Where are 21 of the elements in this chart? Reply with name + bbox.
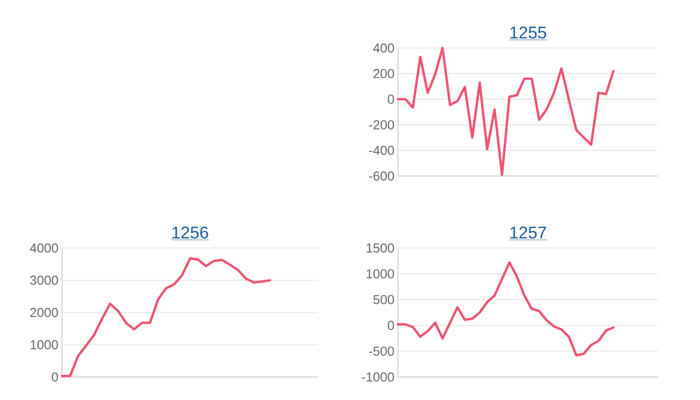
chart-title: 1257 <box>510 226 546 239</box>
y-tick-label: -1000 <box>362 372 394 382</box>
y-tick-label: 4000 <box>30 243 58 253</box>
y-tick-label: -400 <box>369 146 394 155</box>
y-tick-label: -500 <box>369 346 394 356</box>
y-tick-label: 0 <box>388 94 394 104</box>
y-tick-label: 1000 <box>30 340 58 350</box>
y-tick-label: 1500 <box>366 243 394 253</box>
y-tick-label: 0 <box>52 372 58 382</box>
y-tick-label: 1000 <box>366 269 394 278</box>
chart-title: 1255 <box>510 26 546 39</box>
y-tick-label: -200 <box>369 120 394 130</box>
y-tick-label: 200 <box>374 69 394 78</box>
chart-title: 1256 <box>172 226 208 239</box>
y-tick-label: 0 <box>388 320 394 330</box>
line-series <box>60 257 272 378</box>
y-tick-label: 2000 <box>30 308 58 318</box>
y-tick-label: 400 <box>373 43 394 53</box>
y-tick-label: 3000 <box>30 276 58 285</box>
y-tick-label: 500 <box>373 295 394 304</box>
y-tick-label: -600 <box>369 171 394 181</box>
